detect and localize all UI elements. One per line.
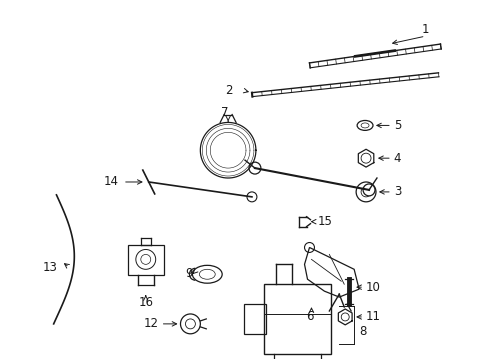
Text: 16: 16 (138, 296, 153, 309)
Text: 15: 15 (317, 215, 332, 228)
Bar (128, 246, 163, 275)
Text: 10: 10 (366, 281, 380, 294)
Text: 5: 5 (393, 119, 400, 132)
Text: 4: 4 (393, 152, 401, 165)
Bar (264, 284, 331, 354)
Text: 11: 11 (366, 310, 380, 323)
Text: 3: 3 (393, 185, 400, 198)
Text: 8: 8 (358, 325, 366, 338)
Text: 7: 7 (221, 106, 228, 119)
Text: 14: 14 (104, 175, 119, 189)
Text: 1: 1 (421, 23, 428, 36)
Circle shape (248, 162, 260, 174)
Text: 6: 6 (305, 310, 313, 323)
Text: 13: 13 (42, 261, 57, 274)
Bar (244, 304, 265, 334)
Text: 9: 9 (184, 267, 192, 280)
Text: 2: 2 (225, 84, 233, 97)
Text: 12: 12 (143, 318, 158, 330)
Circle shape (362, 184, 374, 196)
